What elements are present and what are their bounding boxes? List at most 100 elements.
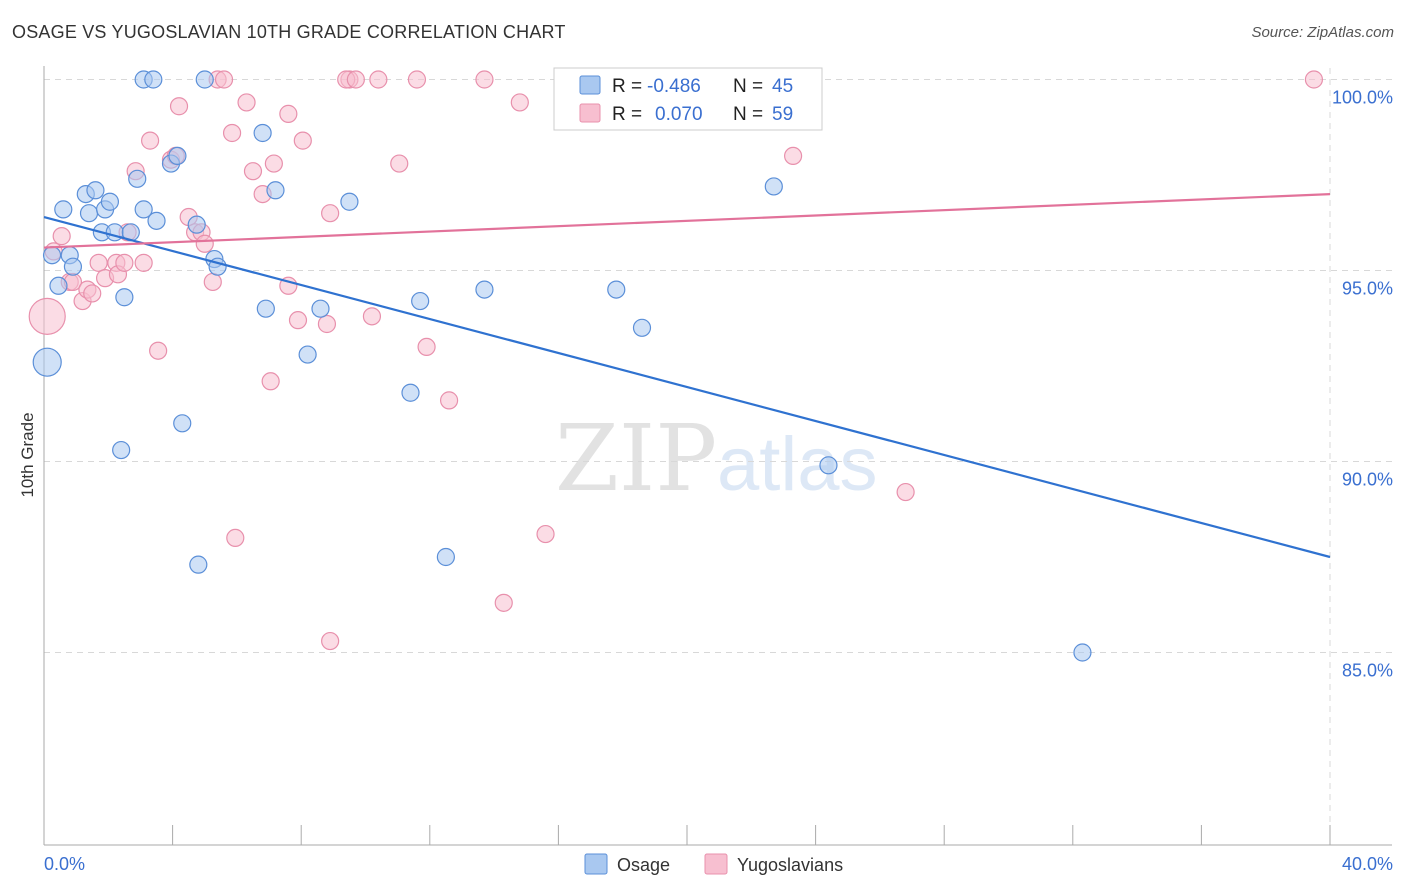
yugo-point — [214, 70, 234, 89]
osage-n-label: N = — [733, 76, 763, 97]
yugo-r-value: 0.070 — [655, 104, 703, 125]
yugo-trend-line — [43, 193, 1331, 249]
osage-point — [173, 414, 192, 433]
yugo-point — [288, 311, 308, 330]
y-tick-label: 90.0% — [1342, 470, 1393, 490]
legend-osage-label: Osage — [617, 855, 670, 875]
watermark-atlas: atlas — [717, 422, 878, 507]
osage-point — [187, 215, 206, 234]
watermark-zip: ZIP — [555, 405, 717, 512]
osage-point — [253, 123, 272, 143]
yugo-point — [369, 70, 388, 89]
yugo-point — [783, 146, 803, 165]
y-axis-title: 10th Grade — [18, 412, 37, 497]
legend-yugo-swatch — [704, 853, 728, 875]
y-tick-label: 85.0% — [1342, 661, 1393, 681]
osage-point — [100, 192, 120, 211]
osage-point — [54, 200, 73, 219]
yugo-point — [494, 593, 513, 612]
yugo-point — [317, 314, 337, 334]
osage-point — [607, 280, 626, 299]
yugo-point — [52, 227, 71, 246]
osage-point — [1073, 643, 1092, 662]
osage-point — [256, 299, 275, 318]
osage-point — [134, 200, 153, 219]
osage-point — [144, 70, 163, 89]
osage-r-value: -0.486 — [647, 76, 701, 97]
yugo-point — [346, 70, 365, 89]
osage-n-value: 45 — [772, 76, 793, 97]
yugo-point — [293, 131, 312, 150]
yugo-point — [439, 391, 459, 410]
osage-point — [86, 181, 105, 200]
osage-point — [128, 169, 147, 188]
osage-point — [340, 192, 359, 211]
axes: 100.0% 95.0% 90.0% 85.0% 0.0% 40.0% — [43, 66, 1393, 874]
yugo-point — [83, 284, 102, 303]
yugo-point — [169, 97, 189, 116]
osage-point — [764, 177, 783, 196]
osage-point — [79, 204, 99, 223]
yugo-point — [264, 154, 283, 173]
yugo-point — [417, 337, 436, 356]
osage-point — [49, 276, 68, 295]
yugo-point — [28, 297, 66, 335]
data-points — [28, 70, 1324, 662]
osage-point — [168, 146, 187, 165]
osage-point — [195, 70, 214, 89]
yugo-point — [243, 162, 263, 181]
osage-point — [632, 318, 652, 337]
y-tick-label: 100.0% — [1332, 88, 1393, 108]
source-credit: Source: ZipAtlas.com — [1251, 24, 1394, 41]
osage-point — [475, 280, 494, 299]
osage-point — [401, 383, 420, 402]
osage-trend-line — [43, 215, 1331, 559]
chart-title: OSAGE VS YUGOSLAVIAN 10TH GRADE CORRELAT… — [12, 22, 566, 42]
yugo-point — [390, 154, 409, 173]
y-tick-label: 95.0% — [1342, 279, 1393, 299]
osage-r-label: R = — [612, 76, 642, 97]
osage-point — [311, 299, 330, 318]
yugo-point — [321, 204, 340, 223]
yugo-point — [279, 104, 298, 123]
trend-lines — [43, 193, 1331, 559]
x-tick-label: 40.0% — [1342, 854, 1393, 874]
yugo-swatch — [579, 103, 601, 123]
yugo-point — [407, 70, 427, 89]
yugo-point — [510, 93, 529, 112]
yugo-point — [237, 93, 256, 112]
yugo-point — [321, 631, 340, 651]
yugo-point — [261, 372, 280, 391]
yugo-n-label: N = — [733, 104, 763, 125]
x-tick-label: 0.0% — [44, 854, 85, 874]
osage-point — [436, 547, 455, 567]
osage-point — [147, 211, 166, 230]
osage-point — [298, 345, 317, 364]
yugo-point — [115, 253, 134, 272]
osage-point — [189, 555, 208, 574]
yugo-point — [89, 253, 108, 272]
yugo-point — [222, 123, 242, 143]
osage-point — [266, 181, 285, 200]
yugo-point — [362, 307, 382, 326]
stats-box: R = -0.486 N = 45 R = 0.070 N = 59 — [553, 67, 823, 131]
yugo-point — [226, 528, 245, 548]
osage-point — [32, 347, 62, 377]
osage-point — [115, 288, 134, 307]
yugo-point — [134, 253, 153, 272]
osage-swatch — [579, 75, 601, 95]
yugo-point — [896, 482, 915, 502]
yugo-point — [203, 272, 222, 292]
yugo-r-label: R = — [612, 104, 642, 125]
osage-point — [112, 440, 131, 460]
legend-yugo-label: Yugoslavians — [737, 855, 843, 875]
bottom-legend: Osage Yugoslavians — [584, 853, 843, 875]
yugo-n-value: 59 — [772, 104, 793, 125]
yugo-point — [149, 341, 168, 360]
yugo-point — [475, 70, 494, 89]
legend-osage-swatch — [584, 853, 608, 875]
yugo-point — [1304, 70, 1324, 89]
osage-point — [411, 291, 430, 311]
osage-point — [42, 246, 62, 265]
